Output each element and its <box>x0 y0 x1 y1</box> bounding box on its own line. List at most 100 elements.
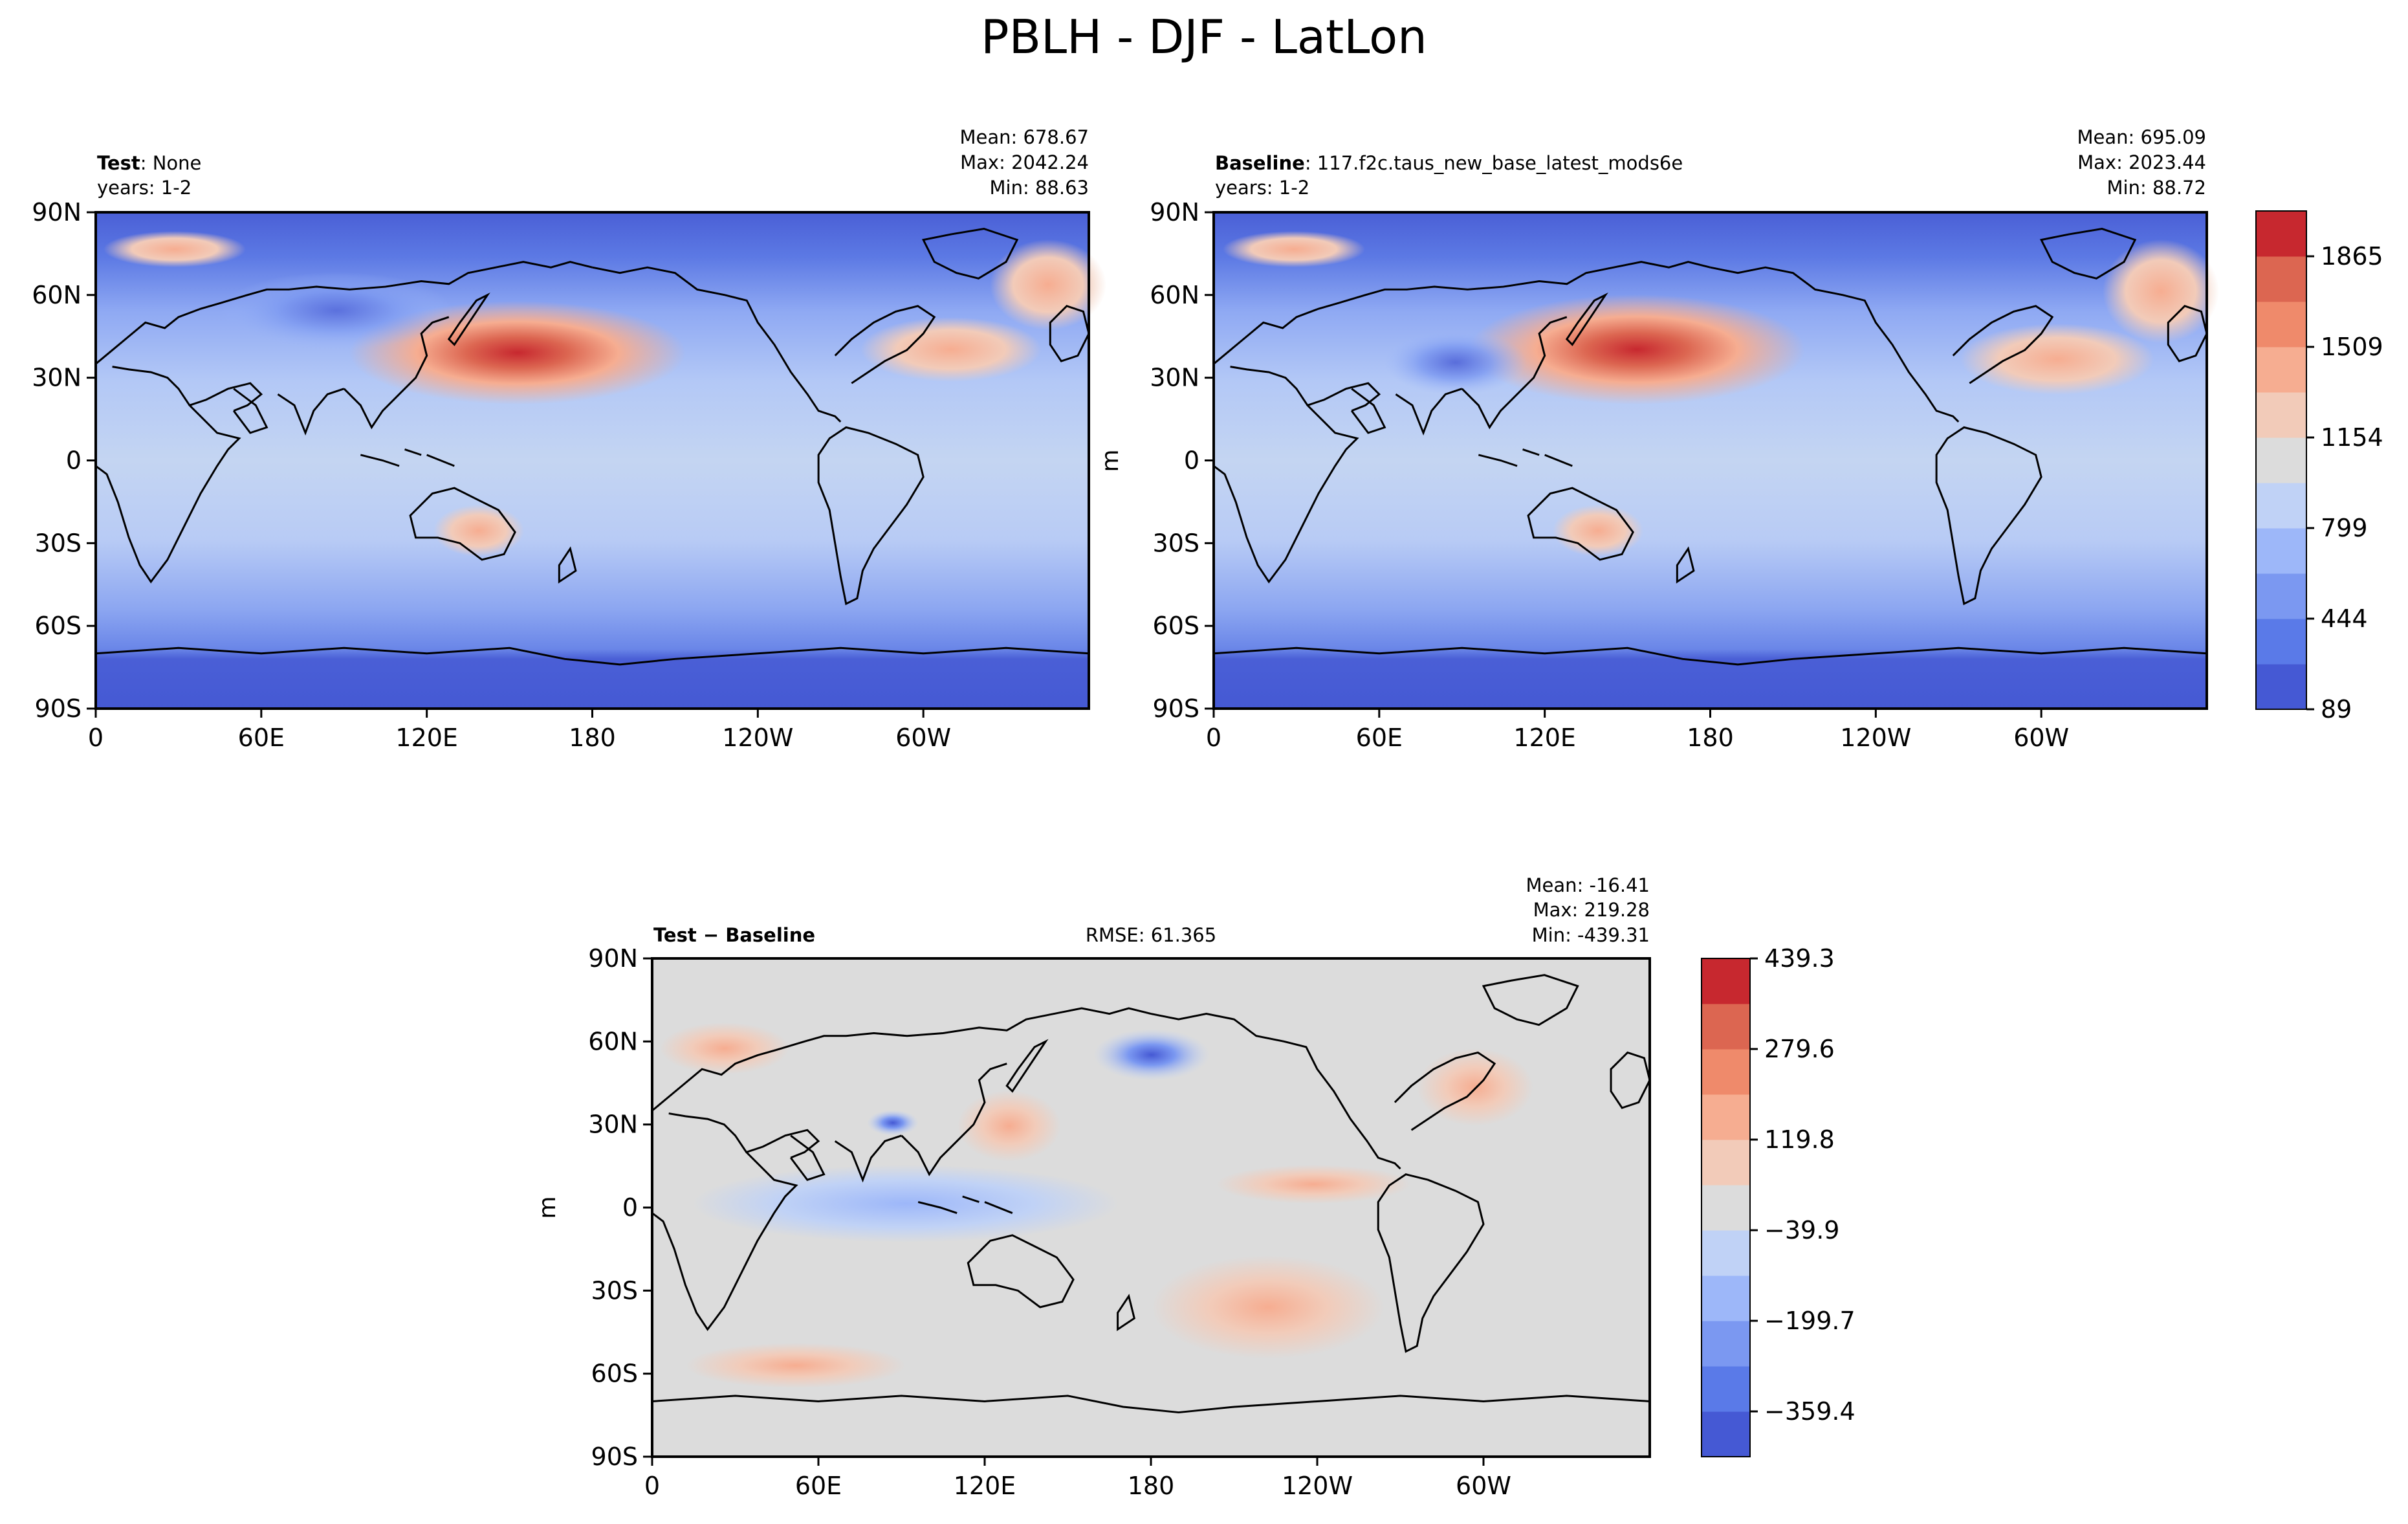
test-ytick-label: 60N <box>32 281 82 309</box>
difference-xtick-label: 120E <box>954 1472 1016 1500</box>
difference-ytick-label: 90N <box>588 944 638 973</box>
test-ytick-label: 0 <box>66 447 82 475</box>
baseline-stat-min: Min: 88.72 <box>2107 177 2206 199</box>
test-stat-max: Max: 2042.24 <box>960 151 1089 173</box>
test-stat-min: Min: 88.63 <box>990 177 1089 199</box>
colorbar-absolute-swatch <box>2256 483 2306 529</box>
colorbar-difference-swatch <box>1702 1004 1750 1050</box>
baseline-ytick-label: 0 <box>1184 447 1199 475</box>
colorbar-difference-tick-label: −39.9 <box>1764 1216 1839 1244</box>
colorbar-absolute-tick-label: 1865 <box>2321 242 2383 271</box>
difference-ytick-label: 90S <box>591 1442 638 1471</box>
colorbar-difference-tick-label: 439.3 <box>1764 944 1835 973</box>
colorbar-difference-swatch <box>1702 1230 1750 1276</box>
difference-title: Test − Baseline <box>653 924 815 946</box>
test-ytick-label: 30S <box>35 529 82 557</box>
difference-stat-min: Min: -439.31 <box>1532 924 1650 946</box>
colorbar-difference-tick-label: 279.6 <box>1764 1035 1835 1063</box>
test-title: Test: None <box>97 152 201 174</box>
colorbar-absolute-swatch <box>2256 211 2306 257</box>
colorbar-absolute-swatch <box>2256 347 2306 393</box>
test-xtick-label: 0 <box>88 723 104 752</box>
test-years: years: 1-2 <box>97 177 192 199</box>
test-xtick-label: 60E <box>238 723 285 752</box>
baseline-ytick-label: 90N <box>1150 198 1199 226</box>
colorbar-absolute-swatch <box>2256 664 2306 710</box>
baseline-xtick-label: 180 <box>1687 723 1734 752</box>
test-xtick-label: 120W <box>722 723 793 752</box>
colorbar-difference-tick-label: −359.4 <box>1764 1397 1855 1426</box>
baseline-xtick-label: 120W <box>1840 723 1911 752</box>
difference-stat-max: Max: 219.28 <box>1533 899 1650 921</box>
colorbar-difference-swatch <box>1702 1321 1750 1367</box>
colorbar-absolute-tick-label: 89 <box>2321 695 2352 723</box>
baseline-xtick-label: 120E <box>1513 723 1576 752</box>
baseline-stat-mean: Mean: 695.09 <box>2077 126 2206 148</box>
baseline-years: years: 1-2 <box>1215 177 1309 199</box>
test-stat-mean: Mean: 678.67 <box>960 126 1089 148</box>
colorbar-difference-tick-label: 119.8 <box>1764 1125 1835 1154</box>
difference-axes-ticks: 0 60E 120E 180 120W 60W 90N 60N 30N 0 30S 60S 90S <box>588 944 1511 1500</box>
colorbar-absolute-swatch <box>2256 619 2306 665</box>
panel-difference: Test − Baseline RMSE: 61.365 Mean: -16.4… <box>534 874 1651 1500</box>
colorbar-absolute-tick-label: 799 <box>2321 514 2368 542</box>
baseline-ytick-label: 90S <box>1153 694 1199 723</box>
difference-xtick-label: 0 <box>644 1472 660 1500</box>
panel-baseline: Baseline: 117.f2c.taus_new_base_latest_m… <box>1097 126 2219 752</box>
baseline-xtick-label: 0 <box>1206 723 1221 752</box>
test-axes-ticks: 0 60E 120E 180 120W 60W 90N 60N 30N 0 30S 60S 90S <box>32 198 951 752</box>
colorbar-absolute-tick-label: 444 <box>2321 604 2368 633</box>
difference-rmse: RMSE: 61.365 <box>1086 924 1216 946</box>
test-map-field <box>96 212 1106 709</box>
test-ytick-label: 90S <box>35 694 82 723</box>
baseline-xtick-label: 60E <box>1356 723 1403 752</box>
colorbar-absolute: 1865 1509 1154 799 444 89 <box>2255 210 2383 723</box>
colorbar-difference-swatch <box>1702 1366 1750 1412</box>
baseline-ytick-label: 30N <box>1150 364 1199 392</box>
difference-ytick-label: 60S <box>591 1360 638 1388</box>
difference-stat-mean: Mean: -16.41 <box>1526 874 1650 896</box>
colorbar-difference-swatch <box>1702 1185 1750 1231</box>
colorbar-absolute-swatch <box>2256 302 2306 348</box>
baseline-map-field <box>1214 212 2219 709</box>
page-title: PBLH - DJF - LatLon <box>981 10 1427 64</box>
difference-xtick-label: 60E <box>795 1472 842 1500</box>
colorbar-absolute-swatch <box>2256 437 2306 483</box>
colorbar-difference: 439.3 279.6 119.8 −39.9 −199.7 −359.4 <box>1701 944 1855 1457</box>
colorbar-difference-swatch <box>1702 1049 1750 1095</box>
baseline-ytick-label: 60N <box>1150 281 1199 309</box>
difference-xtick-label: 180 <box>1128 1472 1175 1500</box>
baseline-ylabel: m <box>1097 449 1124 472</box>
baseline-ytick-label: 60S <box>1153 612 1199 640</box>
baseline-stat-max: Max: 2023.44 <box>2077 151 2206 173</box>
difference-ytick-label: 0 <box>622 1193 638 1222</box>
panel-test: Test: None years: 1-2 Mean: 678.67 Max: … <box>32 126 1106 752</box>
test-ytick-label: 60S <box>35 612 82 640</box>
difference-ylabel: m <box>534 1196 561 1219</box>
colorbar-absolute-tick-label: 1154 <box>2321 423 2383 452</box>
colorbar-absolute-swatch <box>2256 573 2306 619</box>
difference-xtick-label: 120W <box>1282 1472 1353 1500</box>
test-ytick-label: 90N <box>32 198 82 226</box>
colorbar-absolute-swatch <box>2256 528 2306 574</box>
test-xtick-label: 180 <box>569 723 616 752</box>
difference-ytick-label: 30S <box>591 1276 638 1305</box>
colorbar-difference-tick-label: −199.7 <box>1764 1307 1855 1335</box>
colorbar-absolute-tick-label: 1509 <box>2321 333 2383 361</box>
colorbar-difference-swatch <box>1702 1140 1750 1186</box>
baseline-axes-ticks: 0 60E 120E 180 120W 60W 90N 60N 30N 0 30S 60S 90S <box>1150 198 2069 752</box>
colorbar-difference-swatch <box>1702 1411 1750 1457</box>
test-ytick-label: 30N <box>32 364 82 392</box>
colorbar-absolute-swatch <box>2256 256 2306 302</box>
colorbar-difference-swatch <box>1702 1094 1750 1140</box>
colorbar-absolute-swatch <box>2256 392 2306 438</box>
test-xtick-label: 60W <box>895 723 951 752</box>
colorbar-difference-swatch <box>1702 1276 1750 1321</box>
difference-ytick-label: 60N <box>588 1027 638 1055</box>
baseline-ytick-label: 30S <box>1153 529 1199 557</box>
colorbar-difference-swatch <box>1702 958 1750 1004</box>
baseline-xtick-label: 60W <box>2013 723 2069 752</box>
test-xtick-label: 120E <box>395 723 458 752</box>
difference-ytick-label: 30N <box>588 1110 638 1139</box>
